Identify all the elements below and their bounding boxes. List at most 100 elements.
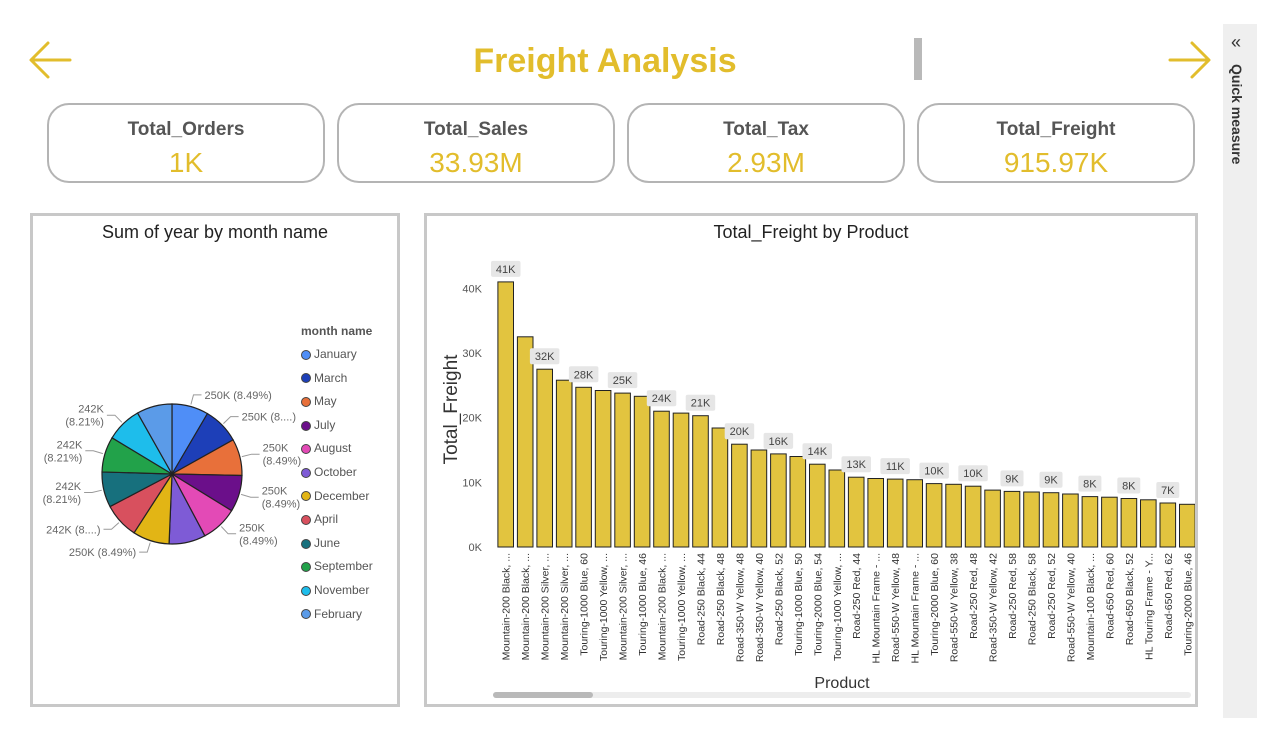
pie-chart-panel[interactable]: 250K (8.49%) 250K (8....) 250K (8.49%) 250K(…	[30, 213, 400, 707]
bar[interactable]	[984, 489, 1001, 548]
bar[interactable]	[497, 281, 515, 548]
bar[interactable]	[731, 443, 748, 548]
data-label-background	[1156, 482, 1180, 498]
y-tick-label: 40K	[462, 283, 482, 295]
pie-leader-line	[220, 526, 237, 535]
bar[interactable]	[906, 479, 923, 548]
data-label-background	[802, 443, 832, 460]
legend-item-november[interactable]: November	[301, 579, 373, 603]
bar[interactable]	[516, 336, 534, 548]
pie-leader-line	[223, 416, 239, 424]
x-tick-label: Road-250 Red, 44	[851, 553, 863, 639]
legend-item-january[interactable]: January	[301, 343, 373, 367]
pie-data-label-line: 250K (8.49%)	[205, 390, 272, 402]
bar-data-label: 11K	[886, 461, 905, 473]
bar[interactable]	[867, 478, 884, 548]
bar[interactable]	[1101, 496, 1118, 548]
quick-measure-pane[interactable]: « Quick measure	[1223, 24, 1257, 718]
x-tick-label: Touring-2000 Blue, 60	[929, 553, 941, 656]
bar[interactable]	[945, 483, 962, 548]
data-label-background	[491, 260, 521, 277]
legend-label: April	[314, 512, 339, 527]
bar[interactable]	[886, 478, 904, 548]
pie-slice-february[interactable]	[136, 403, 173, 477]
bar[interactable]	[770, 453, 787, 548]
bar[interactable]	[809, 463, 826, 548]
bar[interactable]	[925, 483, 943, 548]
x-tick-label: Road-350-W Yellow, 42	[988, 553, 1000, 662]
legend-label: May	[314, 394, 337, 409]
bar[interactable]	[1081, 496, 1099, 548]
bar[interactable]	[1023, 491, 1040, 548]
pie-data-label-line: 250K	[263, 443, 289, 455]
bar[interactable]	[1003, 490, 1021, 548]
bar-chart[interactable]: 0K 10K 20K 30K 40K Total_Freight Mountain-200 …	[427, 216, 1195, 704]
chart-scrollbar[interactable]	[493, 692, 1191, 698]
bar[interactable]	[653, 410, 670, 548]
legend-item-august[interactable]: August	[301, 437, 373, 461]
x-tick-label: Road-250 Red, 48	[968, 553, 980, 639]
bar[interactable]	[614, 392, 631, 548]
bar-data-label: 20K	[730, 426, 750, 438]
y-tick-label: 10K	[462, 477, 482, 489]
data-label-background	[1000, 470, 1024, 487]
double-chevron-left-icon[interactable]: «	[1231, 32, 1242, 52]
bar[interactable]	[964, 485, 982, 548]
kpi-card-total-orders: Total_Orders 1K	[47, 103, 325, 183]
bar[interactable]	[555, 379, 573, 548]
legend-item-june[interactable]: June	[301, 532, 373, 556]
bar[interactable]	[1140, 499, 1157, 548]
pie-leader-line	[85, 450, 104, 455]
bar-data-label: 10K	[924, 466, 944, 478]
bar[interactable]	[828, 469, 846, 548]
bar[interactable]	[575, 386, 592, 548]
kpi-label: Total_Orders	[127, 119, 245, 140]
legend-item-july[interactable]: July	[301, 414, 373, 438]
x-tick-label: Road-250 Red, 52	[1046, 553, 1058, 639]
bar-chart-panel[interactable]: 0K 10K 20K 30K 40K Total_Freight Mountain-200 …	[424, 213, 1198, 707]
bar[interactable]	[594, 390, 612, 548]
pie-data-label-line: 250K (8.49%)	[69, 547, 136, 559]
legend-item-february[interactable]: February	[301, 603, 373, 627]
pie-data-label-line: (8.49%)	[262, 499, 301, 511]
x-tick-label: Touring-1000 Yellow, ...	[598, 553, 610, 661]
bar[interactable]	[1062, 493, 1079, 548]
pie-data-label: 250K (8.49%)	[205, 390, 272, 402]
legend-label: December	[314, 488, 370, 503]
bar[interactable]	[1120, 498, 1138, 548]
kpi-label: Total_Tax	[723, 119, 809, 140]
data-label-background	[607, 372, 638, 389]
x-tick-label: Road-250 Black, 48	[715, 553, 727, 645]
legend-item-march[interactable]: March	[301, 367, 373, 391]
bar[interactable]	[672, 412, 690, 548]
bar[interactable]	[711, 427, 729, 548]
bar[interactable]	[536, 368, 554, 548]
bar[interactable]	[750, 449, 768, 548]
bar[interactable]	[692, 415, 709, 548]
bar[interactable]	[633, 395, 651, 548]
legend-item-may[interactable]: May	[301, 390, 373, 414]
legend-swatch	[301, 514, 311, 525]
bar-data-label: 10K	[963, 468, 983, 480]
bar[interactable]	[847, 476, 865, 548]
legend-item-december[interactable]: December	[301, 485, 373, 509]
x-tick-label: Touring-2000 Blue, 54	[812, 553, 824, 656]
legend-label: February	[314, 606, 363, 621]
bar[interactable]	[789, 456, 807, 548]
pie-chart[interactable]: 250K (8.49%)250K (8....)250K (8.49%)250K(…	[33, 216, 397, 704]
scrollbar-thumb[interactable]	[493, 692, 593, 698]
legend-swatch	[301, 585, 311, 596]
legend-item-september[interactable]: September	[301, 555, 373, 579]
bar[interactable]	[1179, 503, 1196, 548]
pie-data-label-line: (8.21%)	[43, 494, 82, 506]
arrow-right-icon[interactable]	[1166, 36, 1214, 84]
legend-item-october[interactable]: October	[301, 461, 373, 485]
pie-data-label: 250K (8.49%)	[239, 522, 278, 547]
legend-swatch	[301, 491, 311, 502]
bar[interactable]	[1159, 502, 1177, 548]
pie-leader-line	[190, 394, 202, 405]
legend-item-april[interactable]: April	[301, 508, 373, 532]
bar[interactable]	[1042, 492, 1060, 548]
legend-swatch	[301, 562, 311, 573]
arrow-left-icon[interactable]	[26, 36, 74, 84]
